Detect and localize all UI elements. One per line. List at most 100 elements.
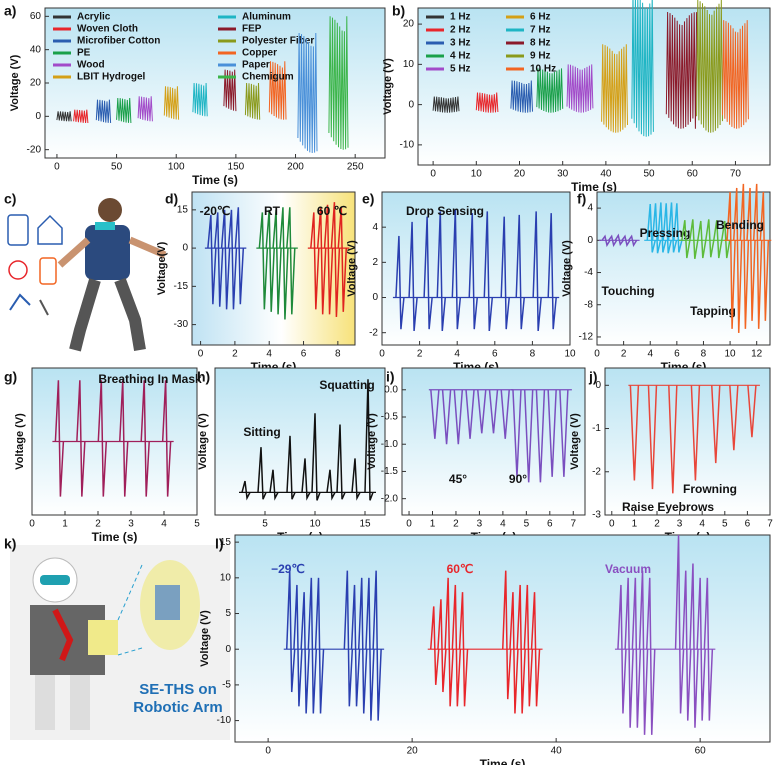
- x-tick-label: 40: [600, 169, 612, 180]
- y-tick-label: 0: [587, 235, 593, 246]
- legend-label: 2 Hz: [450, 25, 471, 36]
- panel-label: b): [392, 3, 405, 19]
- y-axis-title: Voltage (V): [197, 413, 209, 470]
- y-tick-label: -1.0: [381, 439, 399, 450]
- signal-spike: [76, 380, 86, 497]
- legend-label: Chemigum: [242, 72, 294, 83]
- signal-spike: [140, 380, 150, 497]
- y-tick-label: -1: [592, 423, 601, 434]
- y-axis-title: Voltage (V): [9, 54, 21, 111]
- series-label: −29℃: [271, 562, 305, 576]
- signal-spike: [515, 214, 525, 330]
- signal-spike: [458, 592, 469, 707]
- signal-spike: [509, 592, 519, 714]
- signal-burst: [510, 80, 533, 113]
- x-tick-label: 2: [654, 519, 660, 530]
- panel-label: d): [165, 191, 178, 207]
- legend-label: FEP: [242, 24, 262, 35]
- x-tick-label: 60: [687, 169, 699, 180]
- signal-spike: [286, 435, 296, 500]
- y-axis-title: Voltage (V): [561, 240, 573, 297]
- signal-spike: [689, 219, 699, 259]
- x-tick-label: 5: [722, 519, 728, 530]
- signal-spike: [350, 584, 361, 707]
- signal-burst: [601, 44, 628, 133]
- signal-spike: [608, 234, 618, 248]
- legend-label: Microfiber Cotton: [77, 36, 160, 47]
- signal-burst: [432, 96, 460, 113]
- x-tick-label: 6: [674, 349, 680, 360]
- caption: SE-THS on: [139, 681, 217, 698]
- panel-label: f): [577, 191, 586, 207]
- y-tick-label: -1.5: [381, 466, 399, 477]
- signal-spike: [272, 209, 282, 315]
- signal-spike: [523, 584, 534, 707]
- signal-spike: [759, 191, 770, 321]
- signal-spike: [364, 379, 374, 501]
- legend-label: PE: [77, 48, 91, 59]
- signal-dip: [500, 389, 510, 439]
- x-tick-label: 4: [500, 519, 506, 530]
- legend-label: 3 Hz: [450, 38, 471, 49]
- legend-label: 4 Hz: [450, 51, 471, 62]
- runner-illustration: [7, 198, 167, 352]
- plot-area: [44, 7, 386, 159]
- panel-label: k): [4, 536, 16, 552]
- signal-burst: [223, 69, 237, 112]
- x-tick-label: 7: [570, 519, 576, 530]
- signal-spike: [316, 207, 327, 315]
- signal-spike: [307, 577, 318, 714]
- signal-spike: [451, 209, 462, 330]
- signal-spike: [119, 380, 129, 497]
- y-tick-label: 60: [30, 11, 42, 22]
- y-tick-label: -15: [174, 281, 189, 292]
- signal-dip: [535, 389, 546, 483]
- signal-burst: [328, 16, 349, 150]
- y-tick-label: 20: [30, 78, 42, 89]
- series-label: Vacuum: [605, 562, 651, 576]
- signal-spike: [682, 570, 692, 721]
- signal-burst: [696, 0, 723, 133]
- x-tick-label: 5: [194, 519, 200, 530]
- signal-spike: [337, 207, 348, 312]
- y-tick-label: -4: [584, 267, 593, 278]
- signal-spike: [301, 458, 311, 501]
- y-tick-label: 5: [225, 608, 231, 619]
- annotation: Frowning: [683, 482, 737, 496]
- signal-spike: [323, 204, 334, 315]
- x-tick-label: 4: [266, 349, 272, 360]
- y-tick-label: 4: [587, 203, 593, 214]
- signal-spike: [646, 204, 656, 253]
- panel-label: e): [362, 191, 374, 207]
- signal-spike: [500, 216, 510, 330]
- signal-dip: [747, 385, 757, 438]
- signal-spike: [213, 212, 224, 307]
- annotation: Raise Eyebrows: [622, 500, 714, 514]
- x-tick-label: 6: [492, 349, 498, 360]
- signal-spike: [624, 577, 634, 728]
- signal-spike: [269, 469, 279, 501]
- y-tick-label: 10: [220, 572, 232, 583]
- x-tick-label: 1: [430, 519, 436, 530]
- signal-spike: [351, 458, 361, 501]
- signal-spike: [311, 413, 321, 501]
- annotation: Drop Sensing: [406, 204, 484, 218]
- legend-label: Copper: [242, 48, 277, 59]
- legend-label: Wood: [77, 60, 105, 71]
- x-tick-label: 0: [594, 349, 600, 360]
- x-tick-label: 12: [751, 349, 763, 360]
- signal-spike: [689, 563, 699, 728]
- x-tick-label: 30: [557, 169, 569, 180]
- signal-spike: [547, 213, 557, 330]
- signal-burst: [163, 86, 180, 120]
- signal-burst: [116, 97, 132, 124]
- series-label: Pressing: [640, 226, 691, 240]
- x-axis-title: Time (s): [480, 757, 526, 765]
- series-label: 90°: [509, 472, 527, 486]
- signal-dip: [559, 389, 569, 477]
- signal-spike: [667, 202, 678, 253]
- signal-burst: [268, 61, 287, 120]
- y-tick-label: 40: [30, 44, 42, 55]
- legend-label: Acrylic: [77, 12, 111, 23]
